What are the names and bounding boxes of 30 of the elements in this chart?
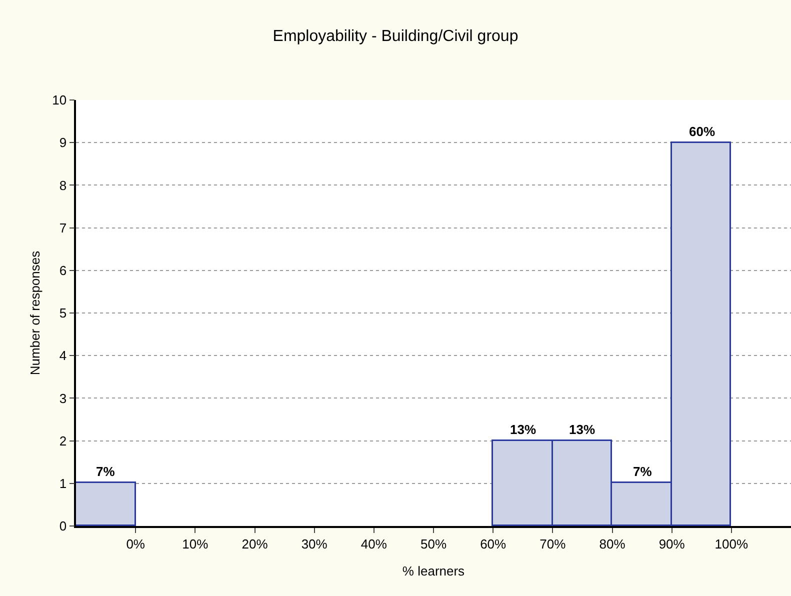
annotation: 60% <box>689 124 716 139</box>
annotation: 13% <box>569 422 596 437</box>
x-tick-label: 80% <box>599 536 626 552</box>
x-tick-label: 90% <box>658 536 686 552</box>
y-tick-label: 2 <box>59 433 67 448</box>
x-tick-label: 100% <box>714 536 748 552</box>
y-tick-label: 4 <box>59 348 67 364</box>
x-tick-label: 30% <box>301 536 328 552</box>
x-tick-label: 0% <box>126 536 146 552</box>
y-tick-label: 7 <box>59 220 67 236</box>
y-tick-label: 5 <box>59 306 67 321</box>
x-tick-label: 50% <box>420 536 447 552</box>
y-tick-label: 3 <box>59 390 67 406</box>
y-tick-label: 1 <box>59 476 67 491</box>
x-axis-title: % learners <box>402 564 466 578</box>
annotation: 13% <box>510 422 536 437</box>
y-tick-label: 0 <box>59 518 67 534</box>
chart-title: Employability - Building/Civil group <box>272 28 518 45</box>
x-tick-label: 60% <box>480 536 507 552</box>
y-tick-label: 8 <box>59 178 67 193</box>
y-axis-title: Number of responses <box>28 250 42 376</box>
y-tick-label: 6 <box>59 262 67 278</box>
x-tick-label: 10% <box>182 536 209 552</box>
annotation: 7% <box>96 464 116 479</box>
y-tick-label: 9 <box>59 135 67 150</box>
x-tick-label: 20% <box>242 536 268 552</box>
y-tick-label: 10 <box>52 92 67 108</box>
annotation: 7% <box>633 464 652 479</box>
x-tick-label: 70% <box>540 536 566 552</box>
x-tick-label: 40% <box>360 536 388 552</box>
